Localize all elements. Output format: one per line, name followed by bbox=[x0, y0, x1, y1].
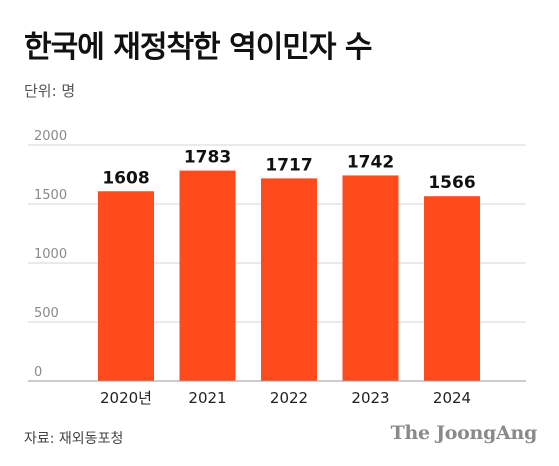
x-tick-label: 2023 bbox=[351, 389, 389, 407]
bar bbox=[179, 170, 236, 381]
data-label: 1783 bbox=[184, 148, 231, 168]
y-tick-label: 500 bbox=[34, 306, 59, 321]
x-tick-label: 2020년 bbox=[100, 389, 152, 407]
y-tick-label: 2000 bbox=[34, 129, 67, 144]
y-tick-label: 0 bbox=[34, 365, 42, 380]
x-tick-label: 2024 bbox=[433, 389, 471, 407]
bar bbox=[98, 191, 154, 381]
data-label: 1566 bbox=[428, 173, 475, 193]
data-label: 1742 bbox=[347, 152, 394, 172]
bar bbox=[261, 178, 317, 381]
y-tick-label: 1000 bbox=[34, 247, 67, 262]
unit-label: 단위: 명 bbox=[24, 82, 76, 100]
bar bbox=[424, 196, 480, 381]
brand-logo: The JoongAng bbox=[390, 422, 538, 444]
chart-title: 한국에 재정착한 역이민자 수 bbox=[24, 30, 373, 65]
data-label: 1717 bbox=[265, 155, 312, 175]
bar bbox=[342, 175, 399, 381]
source-label: 자료: 재외동포청 bbox=[24, 431, 124, 447]
data-label: 1608 bbox=[102, 168, 149, 188]
y-tick-label: 1500 bbox=[34, 188, 67, 203]
x-tick-label: 2021 bbox=[188, 389, 226, 407]
x-tick-label: 2022 bbox=[270, 389, 308, 407]
